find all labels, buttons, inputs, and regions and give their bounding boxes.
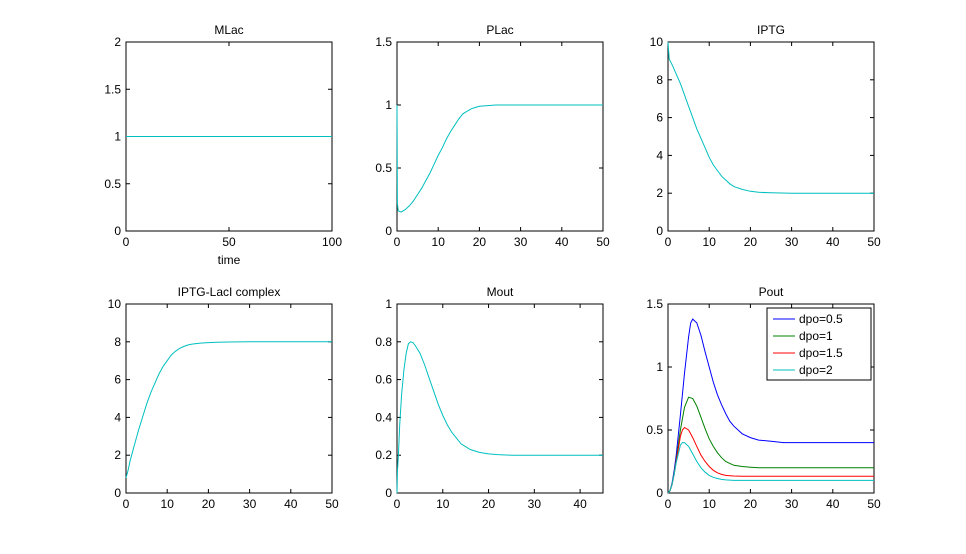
y-tick-label: 0: [656, 224, 663, 238]
series-line-1: [667, 41, 874, 194]
x-tick-label: 30: [243, 497, 257, 511]
subplot-title: PLac: [486, 23, 513, 37]
series-line-1: [396, 104, 603, 213]
series-line-dpo=2: [667, 442, 874, 494]
legend-box: [766, 307, 872, 381]
x-tick-label: 20: [744, 497, 758, 511]
x-tick-label: 10: [432, 235, 446, 249]
legend-label: dpo=1: [799, 329, 833, 343]
y-tick-label: 4: [114, 410, 121, 424]
y-tick-label: 1: [656, 360, 663, 374]
series-line-dpo=0.5: [667, 318, 874, 494]
x-tick-label: 0: [665, 497, 672, 511]
x-tick-label: 50: [325, 497, 339, 511]
y-tick-label: 2: [114, 448, 121, 462]
y-tick-label: 0.5: [646, 423, 663, 437]
y-tick-label: 8: [114, 335, 121, 349]
y-tick-label: 2: [656, 186, 663, 200]
subplot-title: Mout: [487, 285, 514, 299]
series-line-1: [396, 341, 603, 494]
subplot-6: 0 10 20 30 40 50 0 0.5 1 1.5 Pout dpo=0.5 dpo=1 dpo=1…: [646, 285, 881, 511]
y-tick-label: 0: [385, 224, 392, 238]
subplot-1: 0 50 100 0 0.5 1 1.5 2 MLac time: [104, 23, 342, 267]
x-tick-label: 30: [785, 497, 799, 511]
x-tick-label: 20: [482, 497, 496, 511]
x-tick-label: 0: [123, 235, 130, 249]
legend-label: dpo=2: [799, 363, 833, 377]
y-tick-label: 1: [114, 130, 121, 144]
legend-label: dpo=0.5: [799, 312, 843, 326]
x-tick-label: 10: [703, 235, 717, 249]
x-tick-label: 20: [202, 497, 216, 511]
x-axis-label: time: [218, 253, 241, 267]
x-tick-label: 10: [703, 497, 717, 511]
series-line-dpo=1.5: [667, 426, 874, 494]
y-tick-label: 0: [656, 486, 663, 500]
y-tick-label: 0.5: [375, 161, 392, 175]
y-tick-label: 1.5: [375, 35, 392, 49]
y-tick-label: 8: [656, 73, 663, 87]
x-tick-label: 40: [826, 497, 840, 511]
series-line-1: [125, 341, 332, 479]
y-tick-label: 10: [650, 35, 664, 49]
x-tick-label: 0: [394, 235, 401, 249]
x-tick-label: 0: [665, 235, 672, 249]
y-tick-label: 0.2: [375, 448, 392, 462]
y-tick-label: 0.8: [375, 335, 392, 349]
x-tick-label: 40: [284, 497, 298, 511]
y-tick-label: 0: [385, 486, 392, 500]
x-tick-label: 100: [322, 235, 342, 249]
x-tick-label: 40: [826, 235, 840, 249]
x-tick-label: 10: [436, 497, 450, 511]
x-tick-label: 50: [867, 497, 881, 511]
x-tick-label: 40: [573, 497, 587, 511]
y-tick-label: 2: [114, 35, 121, 49]
subplot-title: IPTG: [757, 23, 785, 37]
x-tick-label: 50: [596, 235, 610, 249]
subplot-4: 0 10 20 30 40 50 0 2 4 6 8 10 IPTG-LacI complex: [108, 285, 339, 511]
y-tick-label: 1: [385, 98, 392, 112]
x-tick-label: 20: [473, 235, 487, 249]
x-tick-label: 50: [867, 235, 881, 249]
y-tick-label: 0: [114, 224, 121, 238]
y-tick-label: 6: [656, 111, 663, 125]
y-tick-label: 1.5: [104, 82, 121, 96]
y-tick-label: 0.5: [104, 177, 121, 191]
x-tick-label: 30: [785, 235, 799, 249]
subplot-2: 0 10 20 30 40 50 0 0.5 1 1.5 PLac: [375, 23, 610, 249]
x-tick-label: 10: [161, 497, 175, 511]
y-tick-label: 6: [114, 373, 121, 387]
subplot-title: IPTG-LacI complex: [178, 285, 281, 299]
y-tick-label: 10: [108, 297, 122, 311]
y-tick-label: 0.6: [375, 373, 392, 387]
x-tick-label: 30: [528, 497, 542, 511]
y-tick-label: 4: [656, 148, 663, 162]
subplot-3: 0 10 20 30 40 50 0 2 4 6 8 10 IPTG: [650, 23, 881, 249]
subplot-title: Pout: [759, 285, 784, 299]
x-tick-label: 0: [394, 497, 401, 511]
axes-box: [125, 303, 333, 494]
subplot-5: 0 10 20 30 40 0 0.2 0.4 0.6 0.8 1 Mout: [375, 285, 604, 511]
y-tick-label: 1.5: [646, 297, 663, 311]
axes-box: [667, 41, 875, 232]
x-tick-label: 0: [123, 497, 130, 511]
y-tick-label: 1: [385, 297, 392, 311]
x-tick-label: 30: [514, 235, 528, 249]
y-tick-label: 0: [114, 486, 121, 500]
legend-label: dpo=1.5: [799, 346, 843, 360]
axes-box: [396, 41, 604, 232]
x-tick-label: 40: [555, 235, 569, 249]
series-line-dpo=1: [667, 396, 874, 494]
x-tick-label: 20: [744, 235, 758, 249]
axes-box: [396, 303, 604, 494]
y-tick-label: 0.4: [375, 410, 392, 424]
legend: dpo=0.5 dpo=1 dpo=1.5 dpo=2: [766, 307, 872, 381]
x-tick-label: 50: [222, 235, 236, 249]
subplot-title: MLac: [214, 23, 243, 37]
